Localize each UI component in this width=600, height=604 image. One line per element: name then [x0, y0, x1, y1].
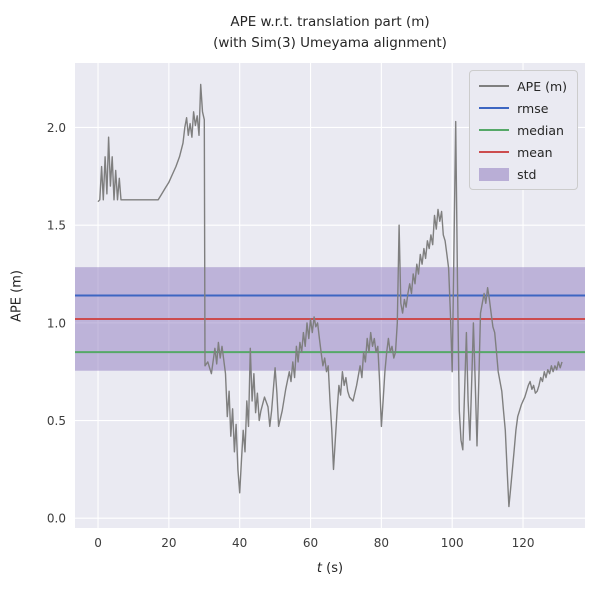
- legend-line-swatch-median: [479, 129, 510, 131]
- y-tick-label: 2.0: [47, 121, 66, 135]
- x-axis-label-unit: (s): [322, 561, 344, 576]
- legend-label-mean: mean: [517, 144, 553, 160]
- legend-item-ape: APE (m): [479, 78, 567, 94]
- y-tick-label: 0.5: [47, 414, 66, 428]
- chart-title-line2: (with Sim(3) Umeyama alignment): [213, 34, 447, 51]
- legend-line-swatch-mean: [479, 151, 510, 153]
- legend-label-rmse: rmse: [517, 100, 549, 116]
- legend-label-ape: APE (m): [517, 78, 567, 94]
- x-tick-label: 40: [232, 536, 247, 550]
- chart-title: APE w.r.t. translation part (m) (with Si…: [75, 12, 585, 54]
- legend-band-swatch-std: [479, 167, 510, 181]
- y-tick-label: 0.0: [47, 512, 66, 526]
- legend-item-median: median: [479, 122, 567, 138]
- legend-item-mean: mean: [479, 144, 567, 160]
- legend-item-rmse: rmse: [479, 100, 567, 116]
- x-axis-label-var: t: [316, 561, 323, 576]
- ape-line: [97, 83, 563, 508]
- legend-item-std: std: [479, 166, 567, 182]
- x-tick-label: 20: [161, 536, 176, 550]
- y-tick-label: 1.0: [47, 316, 66, 330]
- chart-title-line1: APE w.r.t. translation part (m): [230, 14, 430, 30]
- legend-label-median: median: [517, 122, 564, 138]
- legend: APE (m) rmse median mean std: [469, 70, 578, 190]
- x-tick-label: 0: [94, 536, 102, 550]
- legend-line-swatch-rmse: [479, 107, 510, 109]
- x-tick-label: 120: [512, 536, 535, 550]
- legend-line-swatch-ape: [479, 85, 510, 87]
- y-tick-label: 1.5: [47, 219, 66, 233]
- x-tick-label: 100: [441, 536, 464, 550]
- y-axis-label: APE (m): [9, 270, 25, 322]
- legend-label-std: std: [517, 166, 537, 182]
- x-tick-label: 60: [303, 536, 318, 550]
- x-axis-label: t (s): [75, 561, 585, 576]
- x-tick-label: 80: [374, 536, 389, 550]
